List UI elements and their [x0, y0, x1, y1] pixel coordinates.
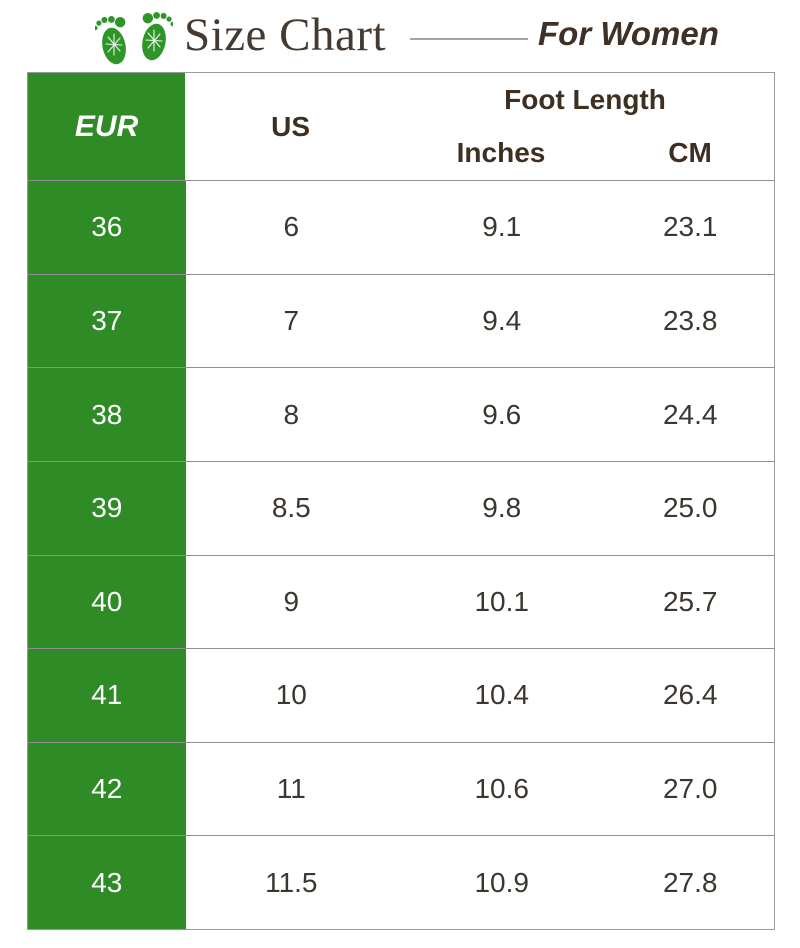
table-row: 42 11 10.6 27.0	[28, 741, 774, 836]
inches-cell: 10.1	[474, 585, 529, 617]
eur-cell: 41	[28, 649, 186, 742]
table-row: 40 9 10.1 25.7	[28, 554, 774, 649]
us-cell: 7	[283, 304, 300, 336]
table-row: 37 7 9.4 23.8	[28, 273, 774, 368]
column-header-inches: Inches	[456, 137, 546, 169]
inches-cell: 10.6	[474, 773, 529, 805]
page-subtitle: For Women	[538, 15, 719, 52]
inches-cell: 9.4	[482, 304, 522, 336]
eur-cell: 43	[28, 836, 186, 929]
eur-cell: 37	[28, 274, 186, 368]
baby-footprints-icon	[95, 12, 173, 65]
cm-cell: 27.0	[662, 773, 718, 805]
table-row: 39 8.5 9.8 25.0	[28, 460, 774, 555]
table-row: 41 10 10.4 26.4	[28, 648, 774, 742]
inches-cell: 10.4	[474, 679, 529, 711]
column-header-us: US	[271, 110, 311, 142]
table-row: 43 11.5 10.9 27.8	[28, 835, 774, 929]
table-header-row: EUR US Foot Length Inches CM	[28, 73, 774, 180]
inches-cell: 9.8	[482, 492, 522, 524]
size-table: EUR US Foot Length Inches CM 36 6 9.1 23…	[27, 72, 775, 930]
column-header-cm: CM	[668, 137, 712, 169]
table-row: 38 8 9.6 24.4	[28, 367, 774, 461]
title-divider-line	[410, 38, 528, 40]
eur-cell: 40	[28, 555, 186, 649]
column-header-foot-length: Foot Length	[504, 83, 666, 115]
eur-cell: 42	[28, 742, 186, 836]
eur-cell: 39	[28, 461, 186, 555]
column-header-foot-length-group: Foot Length Inches CM	[396, 73, 774, 180]
table-row: 36 6 9.1 23.1	[28, 180, 774, 274]
cm-cell: 23.8	[662, 304, 718, 336]
page-title: Size Chart	[184, 9, 387, 61]
cm-cell: 26.4	[662, 679, 718, 711]
cm-cell: 25.0	[662, 492, 718, 524]
eur-cell: 36	[28, 181, 186, 274]
cm-cell: 25.7	[662, 585, 718, 617]
us-cell: 11.5	[265, 866, 318, 898]
page-header: Size Chart For Women	[0, 0, 800, 72]
inches-cell: 9.6	[482, 398, 522, 430]
eur-cell: 38	[28, 368, 186, 461]
inches-cell: 10.9	[474, 866, 529, 898]
us-cell: 6	[283, 211, 300, 243]
cm-cell: 24.4	[662, 398, 718, 430]
us-cell: 8.5	[271, 492, 311, 524]
us-cell: 8	[283, 398, 300, 430]
us-cell: 10	[275, 679, 307, 711]
cm-cell: 27.8	[662, 866, 718, 898]
inches-cell: 9.1	[482, 211, 522, 243]
us-cell: 11	[276, 773, 306, 805]
cm-cell: 23.1	[662, 211, 718, 243]
column-header-eur: EUR	[28, 73, 186, 180]
us-cell: 9	[283, 585, 300, 617]
